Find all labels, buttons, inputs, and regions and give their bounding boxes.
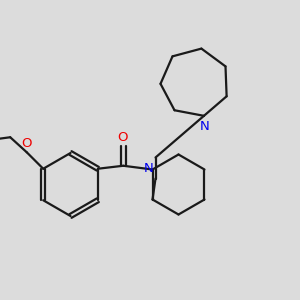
Text: N: N [200, 120, 209, 133]
Text: O: O [22, 137, 32, 150]
Text: N: N [144, 162, 154, 175]
Text: O: O [118, 130, 128, 144]
